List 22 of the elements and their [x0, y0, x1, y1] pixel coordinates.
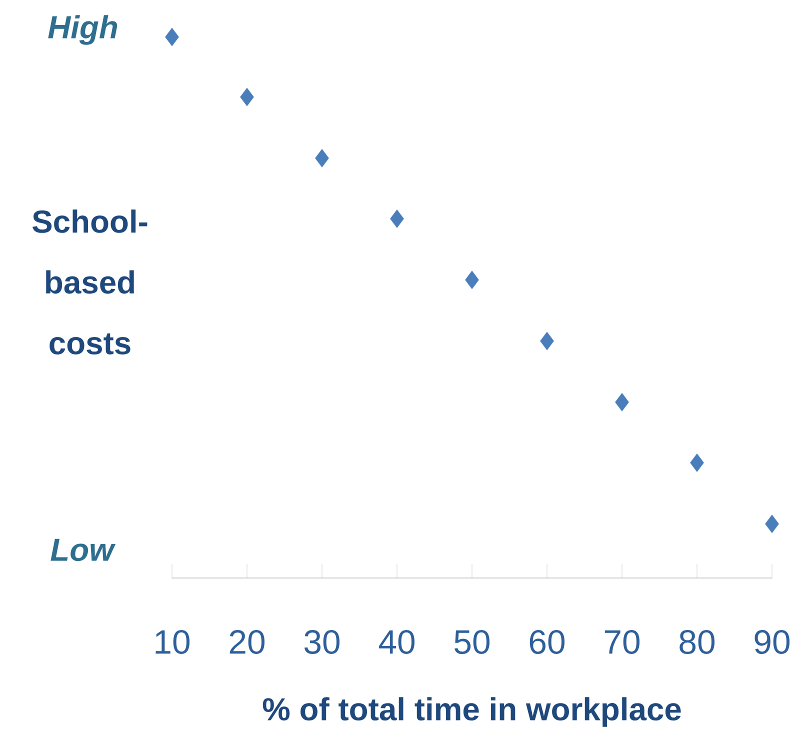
x-axis-title: % of total time in workplace	[262, 697, 681, 727]
point	[315, 148, 329, 168]
point	[390, 210, 404, 228]
text: School-based costs	[32, 210, 148, 354]
x-tick-label: 30	[304, 630, 340, 654]
x-tick-label: 60	[530, 630, 565, 654]
x-tick-label: 10	[156, 630, 190, 654]
text: Low	[50, 538, 116, 562]
text: High	[48, 15, 118, 45]
point	[690, 454, 704, 472]
x-tick-label: 80	[680, 630, 715, 654]
x-tick-label: 90	[754, 630, 790, 654]
point	[540, 332, 554, 350]
x-tick-label: 20	[230, 630, 265, 654]
point	[165, 28, 179, 46]
x-tick-label: 70	[604, 630, 640, 654]
x-tick-label: 40	[378, 630, 415, 654]
point	[615, 392, 629, 412]
x-tick-label: 50	[454, 630, 490, 654]
point	[465, 270, 479, 290]
point	[240, 88, 254, 106]
point	[765, 514, 779, 534]
